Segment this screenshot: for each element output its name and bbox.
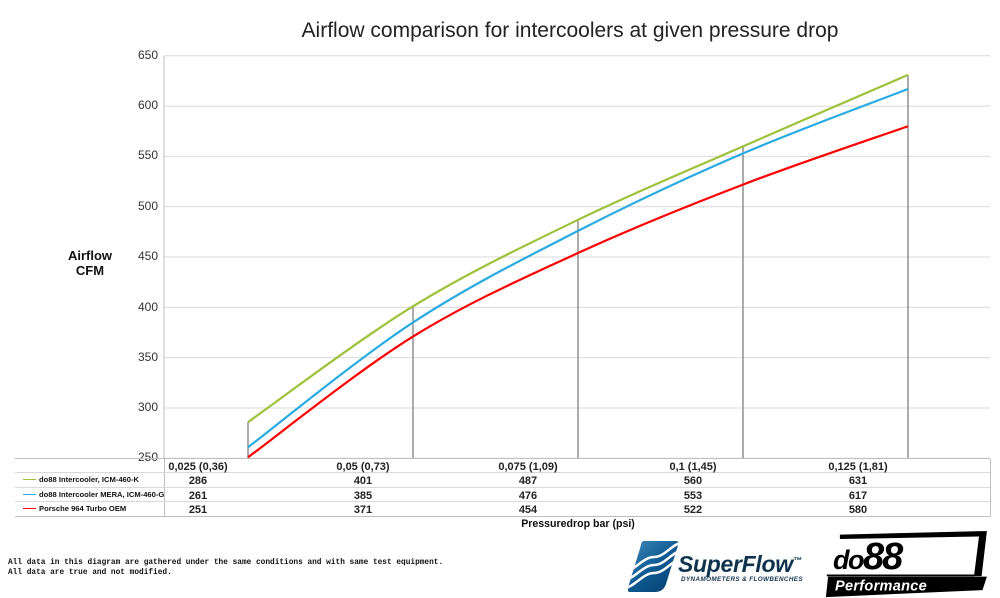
svg-text:do88: do88 [833,536,904,578]
svg-text:Performance: Performance [835,579,927,595]
